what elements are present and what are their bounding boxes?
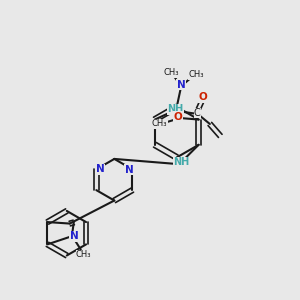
Text: N: N bbox=[70, 231, 79, 241]
Text: N: N bbox=[177, 80, 186, 90]
Text: C: C bbox=[194, 108, 201, 118]
Text: N: N bbox=[95, 164, 104, 174]
Text: NH: NH bbox=[173, 157, 190, 167]
Text: NH: NH bbox=[168, 104, 184, 114]
Text: N: N bbox=[125, 165, 134, 175]
Text: O: O bbox=[173, 112, 182, 122]
Text: CH₃: CH₃ bbox=[163, 68, 178, 77]
Text: O: O bbox=[199, 92, 208, 102]
Text: CH₃: CH₃ bbox=[189, 70, 204, 79]
Text: CH₃: CH₃ bbox=[152, 119, 167, 128]
Text: CH₃: CH₃ bbox=[76, 250, 92, 260]
